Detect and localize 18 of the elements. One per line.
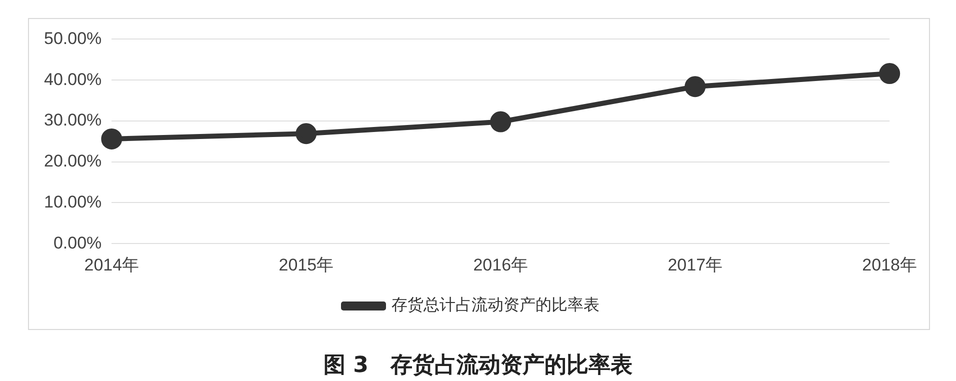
point — [296, 123, 317, 144]
text: 图 3 存货占流动资产的比率表 — [322, 352, 634, 380]
y-tick-label: 30.00% — [44, 110, 102, 130]
y-tick-label: 50.00% — [44, 28, 102, 48]
y-tick-label: 0.00% — [53, 233, 102, 252]
point — [684, 76, 706, 98]
x-tick-label: 2018年 — [862, 255, 918, 274]
legend-label: 存货总计占流动资产的比率表 — [392, 295, 600, 314]
y-tick-label: 40.00% — [44, 70, 102, 89]
x-tick-label: 2017年 — [668, 255, 723, 274]
x-tick-label: 2016年 — [473, 255, 528, 274]
y-tick-label: 20.00% — [44, 152, 102, 171]
y-tick-label: 10.00% — [44, 192, 102, 212]
point — [879, 63, 900, 84]
x-tick-label: 2014年 — [84, 255, 140, 274]
point — [101, 128, 122, 150]
x-tick-label: 2015年 — [278, 255, 334, 274]
point — [490, 111, 512, 132]
